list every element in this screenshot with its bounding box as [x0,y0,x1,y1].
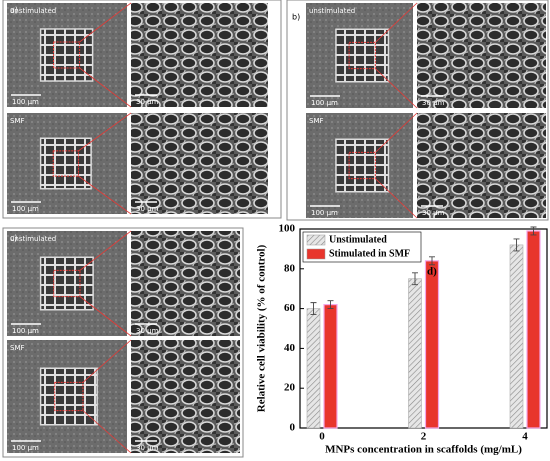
sem-image-zoom [417,113,546,218]
bar [408,278,422,429]
sem-image-zoom [131,113,268,214]
condition-label: SMF [10,344,25,352]
zoom-connector [79,230,132,271]
zoom-region [54,381,84,412]
error-bar [513,238,520,252]
sem-image-zoom [131,340,240,453]
scale-label: 30 µm [422,99,445,107]
legend-swatch [306,234,326,246]
bar [306,308,321,429]
condition-label: unstimulated [309,7,355,15]
bar [526,230,541,429]
sem-image-zoom [131,3,268,107]
bar [509,244,524,429]
scale-label: 30 µm [136,444,159,452]
panel-frame [2,0,282,219]
sem-image-zoom [131,231,240,336]
scaffold [39,28,94,82]
legend-label: Unstimulated [329,234,387,245]
condition-label: unstimulated [10,235,56,243]
scale-label: 100 µm [12,98,39,106]
panel-frame [2,227,244,458]
scale-label: 100 µm [12,205,39,213]
panel-label: b) [292,13,300,22]
annotation: d) [427,266,437,278]
zoom-connector [78,112,132,152]
legend-label: Stimulated in SMF [329,248,410,259]
scale-label: 30 µm [136,98,159,106]
panel-frame [286,0,549,221]
zoom-region [53,41,81,69]
zoom-connector [375,2,418,43]
zoom-connector [375,178,418,219]
zoom-region [348,151,376,180]
x-tick-label: 4 [522,431,528,443]
scale-label: 100 µm [12,444,39,452]
scale-label: 30 µm [136,205,159,213]
panel-label: c) [10,234,18,243]
zoom-connector [375,68,418,109]
zoom-connector [375,112,418,153]
bar [323,304,338,429]
scale-label: 100 µm [311,209,338,217]
scaffold [39,137,92,190]
y-tick-label: 40 [284,342,296,354]
error-bar [327,300,334,310]
panel-label: a) [10,6,18,15]
y-tick-label: 80 [284,262,296,274]
scale-label: 100 µm [12,327,39,335]
zoom-connector [79,2,132,43]
y-tick-label: 60 [284,302,296,314]
error-bar [530,226,537,236]
legend-swatch [306,248,326,260]
scaffold [39,367,98,426]
x-tick-label: 0 [319,431,325,443]
scaffold [39,256,94,311]
error-bar [310,302,317,316]
zoom-connector [82,410,132,454]
error-bar [412,272,418,286]
scale-label: 30 µm [422,209,445,217]
zoom-connector [82,339,132,383]
zoom-connector [79,296,132,337]
zoom-region [53,269,81,298]
zoom-region [348,41,376,70]
x-tick-label: 2 [421,431,427,443]
y-tick-label: 0 [290,422,296,434]
y-tick-label: 20 [284,382,296,394]
y-tick-label: 100 [279,223,296,235]
y-axis-label: Relative cell viability (% of control) [256,244,268,412]
zoom-connector [79,67,132,108]
plot-frame [299,228,548,429]
condition-label: SMF [10,117,25,125]
x-axis-label: MNPs concentration in scaffolds (mg/mL) [325,444,522,456]
condition-label: unstimulated [10,7,56,15]
scale-label: 30 µm [136,327,159,335]
error-bar [429,256,435,266]
bar [424,260,440,429]
zoom-region [52,150,79,177]
condition-label: SMF [309,117,324,125]
zoom-connector [78,175,132,215]
sem-image-zoom [417,3,546,108]
scale-label: 100 µm [311,99,338,107]
